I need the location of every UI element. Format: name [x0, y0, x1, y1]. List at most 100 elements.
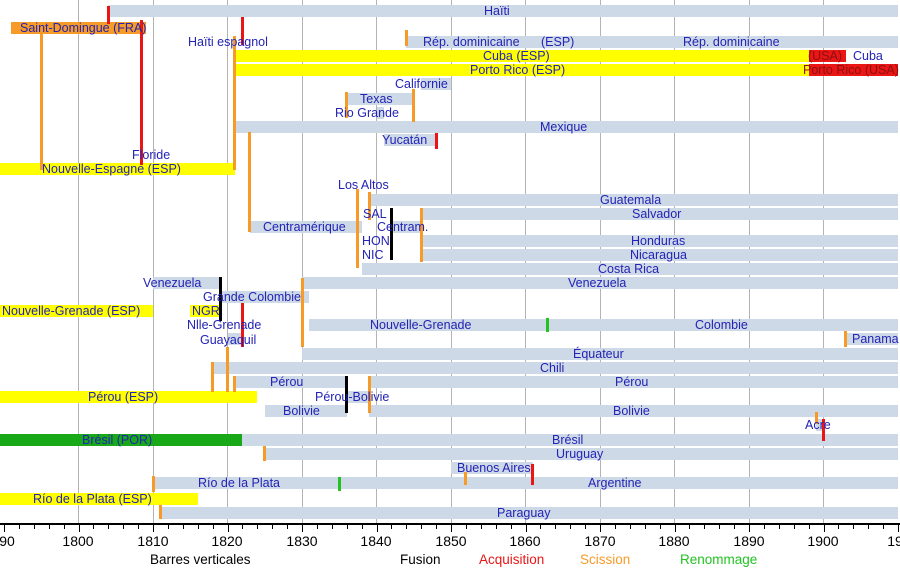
x-axis-minor-tick [838, 525, 840, 529]
x-axis-major-tick [4, 525, 5, 532]
legend-item-scission: Scission [580, 552, 631, 567]
bar-label: (ESP) [541, 35, 575, 49]
x-axis-major-tick [227, 525, 229, 532]
bar-label: Haïti espagnol [188, 35, 268, 49]
x-axis-label: 1840 [360, 533, 392, 549]
x-axis-minor-tick [361, 525, 363, 529]
timeline-bar-perou-esp [0, 391, 258, 403]
timeline-bar-texas [346, 93, 414, 105]
x-axis-minor-tick [167, 525, 169, 529]
x-axis-minor-tick [629, 525, 631, 529]
bar-label: Guatemala [600, 193, 662, 207]
x-axis-minor-tick [93, 525, 95, 529]
gridline-1800 [78, 0, 79, 524]
event-tick-red-1808.5 [140, 20, 144, 165]
event-tick-orange-1821 [233, 36, 237, 170]
gridline-1890 [748, 0, 750, 524]
event-tick-orange-1811 [158, 505, 162, 519]
event-tick-black-1836 [345, 376, 349, 413]
x-axis-minor-tick [108, 525, 110, 529]
x-axis-minor-tick [853, 525, 855, 529]
timeline-bar-centramerique [249, 221, 362, 233]
x-axis-minor-tick [18, 525, 20, 529]
x-axis-major-tick [376, 525, 378, 532]
timeline-bar-honduras [421, 235, 898, 247]
bar-label: NGR [192, 304, 220, 318]
timeline-bar-costa-rica [361, 263, 898, 275]
x-axis-major-tick [302, 525, 303, 532]
event-tick-orange-1852 [464, 472, 468, 485]
bar-label: Texas [360, 92, 393, 106]
x-axis-label: 1900 [807, 533, 839, 549]
event-tick-orange-1839 [367, 192, 371, 220]
bar-label: Nouvelle-Grenade (ESP) [2, 304, 141, 318]
x-axis-minor-tick [242, 525, 244, 529]
bar-label: Haïti [484, 4, 510, 18]
x-axis-minor-tick [585, 525, 587, 529]
x-axis-label: 1860 [509, 533, 541, 549]
gridline-1870 [599, 0, 601, 524]
timeline-bar-colombie [309, 319, 898, 331]
x-axis-major-tick [600, 525, 601, 532]
bar-label: Nouvelle-Espagne (ESP) [42, 162, 181, 176]
x-axis-minor-tick [734, 525, 736, 529]
x-axis-minor-tick [793, 525, 795, 529]
x-axis-label: 1880 [658, 533, 690, 549]
x-axis-label: 1810 [137, 533, 169, 549]
event-tick-black-1842 [389, 208, 393, 260]
bar-label: Colombie [695, 318, 748, 332]
bar-label: HON [362, 234, 390, 248]
event-tick-red-1804 [106, 6, 110, 24]
bar-label: Californie [395, 77, 448, 91]
event-tick-orange-1810 [151, 476, 155, 492]
bar-label: Acre [805, 418, 831, 432]
bar-label: Nicaragua [630, 248, 687, 262]
timeline-bar-cuba-esp [234, 50, 809, 62]
timeline-bar-panama [845, 333, 898, 345]
x-axis-minor-tick [495, 525, 497, 529]
x-axis-minor-tick [48, 525, 50, 529]
x-axis-minor-tick [614, 525, 616, 529]
event-tick-red-1822 [240, 303, 244, 347]
gridline-1820 [227, 0, 228, 524]
bar-label: Mexique [540, 120, 588, 134]
gridline-1900 [823, 0, 824, 524]
event-tick-orange-1820 [226, 347, 229, 392]
bar-label: Brésil (POR) [82, 433, 153, 447]
x-axis-minor-tick [689, 525, 691, 529]
x-axis-minor-tick [555, 525, 557, 529]
timeline-bar-ngr [190, 305, 221, 317]
x-axis-major-tick [78, 525, 80, 532]
event-tick-orange-1839 [367, 376, 371, 413]
event-tick-orange-1899 [814, 412, 818, 424]
event-tick-orange-1836 [345, 92, 349, 118]
event-tick-red-1861 [531, 464, 535, 485]
timeline-bar-saint-domingue-fra [11, 22, 146, 34]
bar-label: Nouvelle-Grenade [370, 318, 472, 332]
bar-label: Grande Colombie [203, 290, 301, 304]
gridline-1810 [152, 0, 154, 524]
x-axis-minor-tick [540, 525, 542, 529]
timeline-bar-californie [421, 78, 451, 90]
x-axis-minor-tick [510, 525, 512, 529]
x-axis-minor-tick [316, 525, 318, 529]
timeline-bar-venezuela-2 [302, 277, 898, 289]
timeline-bar-grande-colombie [220, 291, 310, 303]
bar-label: Centramérique [263, 220, 346, 234]
bar-label: Bolivie [283, 404, 320, 418]
x-axis-minor-tick [257, 525, 259, 529]
x-axis-major-tick [451, 525, 452, 532]
timeline-bar-equateur [302, 348, 898, 360]
x-axis-minor-tick [763, 525, 765, 529]
timeline-bar-porto-rico-usa [808, 64, 898, 76]
x-axis-minor-tick [704, 525, 706, 529]
bar-label: Porto Rico (ESP) [470, 63, 566, 77]
x-axis-minor-tick [465, 525, 467, 529]
x-axis-label: 1830 [286, 533, 318, 549]
x-axis-label: 1820 [211, 533, 243, 549]
legend-item-acquisition: Acquisition [479, 552, 545, 567]
x-axis-label: 1870 [584, 533, 616, 549]
bar-label: Pérou-Bolivie [315, 390, 390, 404]
x-axis-major-tick [823, 525, 825, 532]
event-tick-orange-1845 [412, 89, 416, 122]
